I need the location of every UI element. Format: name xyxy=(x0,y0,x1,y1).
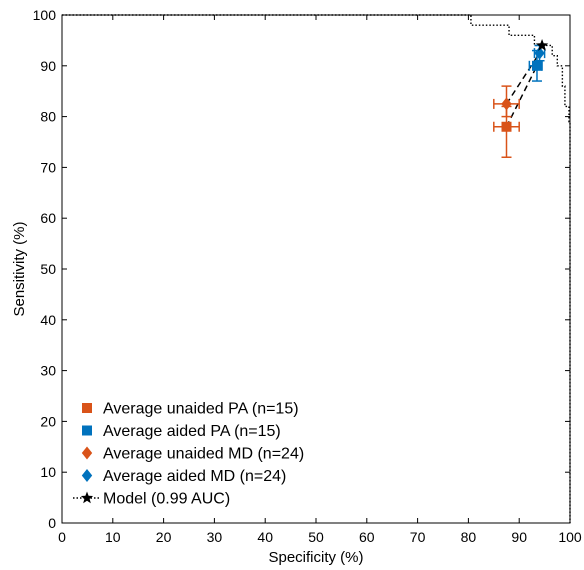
y-tick-label: 80 xyxy=(40,109,56,125)
diamond-marker xyxy=(534,46,545,60)
x-tick-label: 0 xyxy=(58,529,66,545)
square-marker xyxy=(531,60,542,71)
y-tick-label: 20 xyxy=(40,413,56,429)
y-tick-label: 50 xyxy=(40,261,56,277)
diamond-marker xyxy=(501,97,512,111)
x-tick-label: 30 xyxy=(207,529,223,545)
x-tick-label: 70 xyxy=(410,529,426,545)
legend-label: Average unaided PA (n=15) xyxy=(103,401,299,418)
y-axis-title: Sensitivity (%) xyxy=(11,221,28,316)
x-tick-label: 80 xyxy=(461,529,477,545)
x-axis-title: Specificity (%) xyxy=(268,549,363,566)
y-tick-label: 100 xyxy=(33,7,57,23)
x-tick-label: 100 xyxy=(558,529,582,545)
star-marker xyxy=(535,38,549,51)
y-tick-label: 60 xyxy=(40,210,56,226)
legend-label: Model (0.99 AUC) xyxy=(103,491,230,508)
legend: Average unaided PA (n=15) Average aided P… xyxy=(73,401,304,508)
x-tick-label: 20 xyxy=(156,529,172,545)
axis-ticks: 0 10 20 30 40 50 60 70 80 90 100 0 10 20 30 40 50 60 70 80 9… xyxy=(33,7,582,545)
x-tick-label: 60 xyxy=(359,529,375,545)
star-marker xyxy=(80,491,94,504)
square-marker xyxy=(501,121,512,132)
x-tick-label: 40 xyxy=(257,529,273,545)
legend-label: Average unaided MD (n=24) xyxy=(103,446,304,463)
diamond-marker xyxy=(81,469,93,482)
plot-area xyxy=(61,14,571,524)
square-marker xyxy=(82,425,92,436)
legend-label: Average aided MD (n=24) xyxy=(103,468,286,485)
y-tick-label: 0 xyxy=(48,515,56,531)
model-roc-line xyxy=(62,14,571,523)
connector-line xyxy=(505,65,538,128)
square-marker xyxy=(82,403,92,413)
diamond-marker xyxy=(81,446,93,460)
x-tick-label: 90 xyxy=(511,529,527,545)
x-tick-label: 50 xyxy=(308,529,324,545)
y-tick-label: 40 xyxy=(40,312,56,328)
x-tick-label: 10 xyxy=(105,529,121,545)
y-tick-label: 30 xyxy=(40,363,56,379)
y-tick-label: 70 xyxy=(40,159,56,175)
y-tick-label: 90 xyxy=(40,58,56,74)
legend-label: Average aided PA (n=15) xyxy=(103,423,281,440)
y-tick-label: 10 xyxy=(40,464,56,480)
model-roc-curve xyxy=(62,14,571,523)
data-markers xyxy=(501,38,549,132)
